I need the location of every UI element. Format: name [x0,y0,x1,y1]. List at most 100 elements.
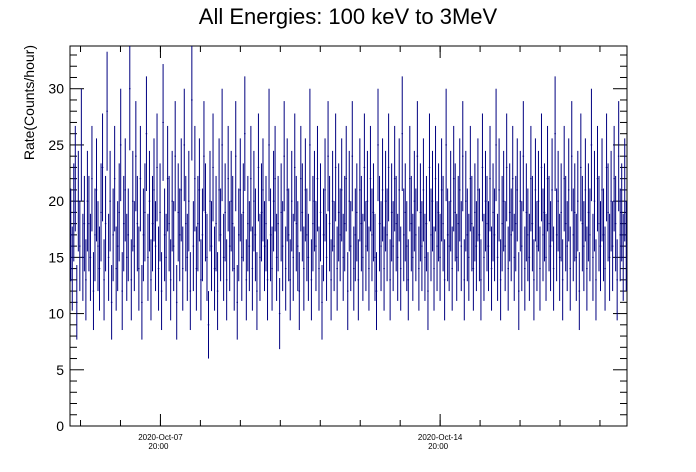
data-point [424,213,426,301]
data-point [356,163,358,262]
data-point [527,188,529,282]
data-point [238,188,240,282]
data-point [448,201,450,292]
data-point [518,252,520,331]
data-point [530,125,532,232]
data-point [166,125,169,232]
data-point [328,175,331,272]
data-point [168,175,170,272]
chart-title: All Energies: 100 keV to 3MeV [199,4,498,29]
data-point [469,125,472,232]
data-point [265,175,267,272]
data-point [402,188,405,282]
data-point [493,188,496,282]
data-point [595,239,597,321]
data-point [135,101,137,212]
data-point [116,201,119,292]
data-point [274,125,276,232]
data-point [71,226,74,311]
x-tick-date: 2020-Oct-07 [138,433,183,442]
data-point [406,201,408,292]
data-point [86,150,89,252]
data-point [197,175,199,272]
data-point [327,101,329,212]
data-point [268,88,270,202]
data-point [74,125,77,232]
data-point [539,226,541,311]
data-point [245,239,248,321]
data-point [583,201,585,292]
data-point [169,239,172,321]
data-point [554,76,556,192]
data-point [605,113,608,222]
data-point [172,201,175,292]
data-point [284,226,287,311]
data-point [303,226,305,311]
data-point [233,226,235,311]
data-point [410,175,413,272]
data-point [178,188,181,282]
data-point [563,125,565,232]
data-point [412,213,414,301]
data-point [611,201,614,292]
data-point [306,188,308,282]
data-point [304,138,307,242]
data-point [536,201,538,292]
data-point [129,46,131,151]
data-point [521,201,523,292]
data-point [277,175,279,272]
data-point [251,226,254,311]
data-point [623,138,626,242]
data-point [286,138,288,242]
data-point [271,226,273,311]
data-point [486,175,488,272]
data-point [378,175,381,272]
data-point [334,113,337,222]
data-point [558,213,561,301]
data-point [584,138,587,242]
data-point [230,150,232,252]
data-point [608,213,611,301]
data-point [248,201,251,292]
data-point [418,226,420,311]
data-point [122,175,125,272]
data-point [115,226,117,311]
data-point [342,213,344,301]
data-point [472,226,475,311]
data-point [533,239,535,321]
data-point [607,163,609,262]
data-point [77,150,80,252]
data-point [318,226,320,311]
data-point [551,138,553,242]
data-point [437,163,440,262]
data-point [492,163,494,262]
data-point [259,213,261,301]
data-point [598,175,600,272]
data-point [439,213,441,301]
data-point [95,138,98,242]
data-point [396,213,399,301]
data-point [307,213,310,301]
data-point [253,150,255,252]
data-point [182,226,184,311]
data-point [254,188,257,282]
data-point [604,226,606,311]
data-point [416,101,419,212]
data-point [546,125,549,232]
data-point [561,239,564,321]
data-point [433,226,435,311]
data-point [540,113,543,222]
data-point [499,239,502,321]
data-point [393,125,396,232]
data-point [555,188,558,282]
data-point [185,175,187,272]
data-point [516,138,519,242]
data-point [287,188,290,282]
data-point [386,188,388,282]
data-point [244,76,246,192]
data-point [474,163,476,262]
data-point [613,125,615,232]
data-point [289,239,291,321]
data-point [513,213,515,301]
